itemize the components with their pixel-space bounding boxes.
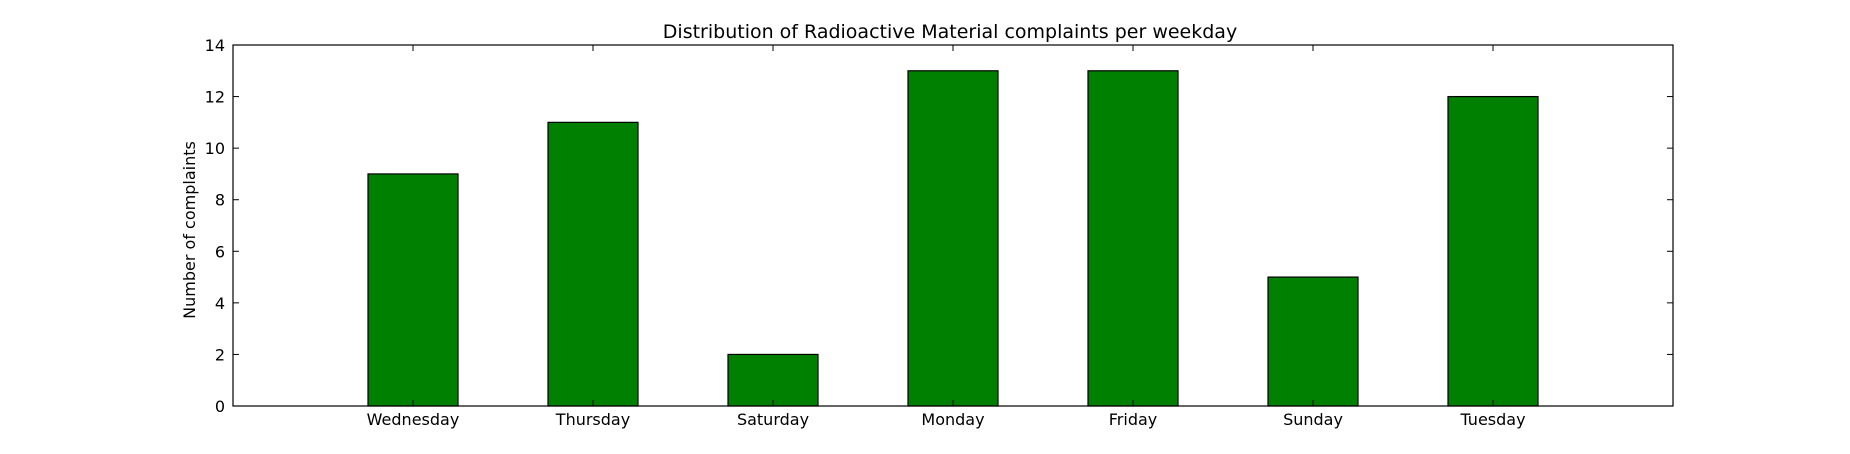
bar-monday — [907, 70, 999, 407]
bars-layer — [367, 70, 1539, 407]
bar-saturday — [727, 353, 819, 407]
y-tick-label: 6 — [215, 242, 225, 261]
bar-tuesday — [1447, 95, 1539, 407]
x-tick-label: Friday — [1109, 410, 1158, 429]
y-tick-label: 0 — [215, 397, 225, 416]
x-tick-label: Monday — [921, 410, 984, 429]
chart-title: Distribution of Radioactive Material com… — [663, 21, 1237, 43]
plot-frame — [232, 44, 1674, 407]
y-tick-label: 12 — [205, 88, 225, 107]
y-tick-label: 4 — [215, 294, 225, 313]
bar-wednesday — [367, 173, 459, 407]
y-tick-label: 14 — [205, 36, 225, 55]
x-tick-label: Thursday — [555, 410, 630, 429]
x-tick-label: Tuesday — [1459, 410, 1525, 429]
ticks-layer: Wednesday Thursday Saturday Monday Friday Sun… — [205, 36, 1673, 429]
bar-sunday — [1267, 276, 1359, 407]
bar-thursday — [547, 121, 639, 407]
bar-friday — [1087, 70, 1179, 407]
x-tick-label: Sunday — [1283, 410, 1343, 429]
x-tick-label: Saturday — [737, 410, 809, 429]
y-tick-label: 10 — [205, 139, 225, 158]
y-tick-label: 8 — [215, 191, 225, 210]
x-tick-label: Wednesday — [367, 410, 460, 429]
y-tick-label: 2 — [215, 345, 225, 364]
y-axis-label: Number of complaints — [180, 141, 199, 319]
